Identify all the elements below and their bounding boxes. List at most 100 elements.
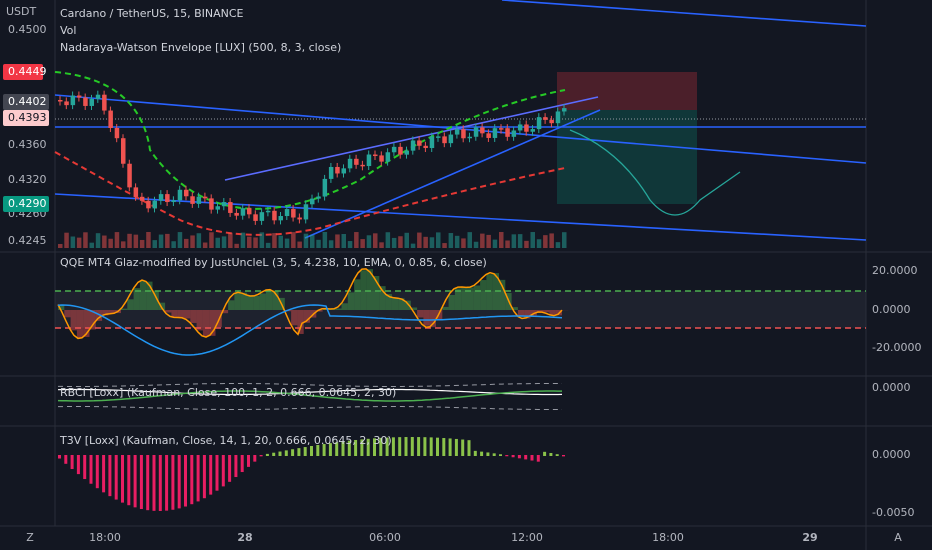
t3v-bar [499, 454, 502, 456]
volume-bar [524, 240, 529, 248]
volume-bar [505, 240, 510, 248]
candle [442, 136, 447, 144]
volume-bar [385, 232, 391, 248]
volume-bar [492, 239, 498, 248]
qqe-bar [209, 310, 216, 336]
t3v-bar [158, 455, 162, 511]
currency: USDT [6, 5, 37, 18]
volume-bar [549, 233, 554, 248]
panel-scale: -20.0000 [872, 341, 921, 354]
qqe-bar [398, 298, 405, 310]
candle [234, 212, 239, 216]
t3v-bar [139, 455, 143, 510]
volume-bar [139, 239, 145, 248]
price-label: 0.4360 [8, 138, 47, 151]
qqe-bar [499, 279, 506, 310]
qqe-bar [473, 285, 481, 310]
qqe-bar [259, 293, 266, 310]
t3v-bar [341, 441, 345, 456]
price-label: 0.4500 [8, 23, 47, 36]
volume-bar [543, 235, 548, 248]
t3v-bar [70, 455, 74, 470]
projection [569, 129, 741, 216]
volume-bar [184, 238, 189, 248]
qqe-bar [410, 307, 418, 310]
t3v-bar [247, 455, 250, 467]
time-label: 28 [237, 531, 252, 544]
t3v-bar [316, 444, 320, 456]
qqe-bar [83, 310, 90, 337]
qqe-bar [454, 288, 462, 310]
panel-title: RBCI [Loxx] (Kaufman, Close, 100, 1, 2, … [60, 386, 396, 399]
volume-bar [442, 243, 447, 248]
volume-bar [530, 232, 535, 248]
footer-left[interactable]: Z [26, 531, 34, 544]
trend-lines [54, 0, 867, 241]
candle [139, 196, 145, 201]
volume-bar [196, 233, 202, 248]
t3v-bar [221, 455, 225, 487]
t3v-bar [555, 454, 559, 456]
t3v-bar [373, 438, 376, 456]
footer-right[interactable]: A [894, 531, 902, 544]
volume-bar [284, 238, 290, 248]
volume-bar [278, 235, 283, 248]
t3v-bar [423, 437, 427, 456]
volume-bar [64, 232, 69, 248]
volume-bar [404, 232, 409, 248]
t3v-bar [536, 455, 540, 462]
entry-badge: 0.4393 [8, 111, 47, 124]
volume-bar [158, 234, 164, 248]
candle [517, 124, 523, 131]
qqe-bar [303, 310, 310, 323]
candle [221, 202, 227, 207]
volume-bar [379, 242, 384, 248]
volume-bar [429, 237, 435, 248]
qqe-bar [247, 295, 254, 310]
t3v-bar [524, 455, 528, 460]
candle [247, 208, 252, 215]
target-zone [557, 110, 697, 204]
volume-bar [373, 233, 378, 248]
candle [272, 210, 277, 221]
t3v-bar [436, 437, 439, 456]
qqe-bar [341, 303, 348, 310]
qqe-bar [196, 310, 203, 331]
t3v-bar [272, 452, 276, 456]
t3v-bar [480, 451, 484, 456]
candle [303, 204, 309, 220]
volume-bar [316, 239, 321, 248]
candle [259, 212, 265, 221]
candle [114, 127, 120, 139]
volume-bar [391, 237, 397, 248]
candle [95, 94, 101, 99]
t3v-bar [196, 455, 200, 502]
t3v-bar [511, 455, 515, 458]
qqe-bar [265, 290, 273, 310]
candle [511, 130, 517, 137]
volume-bar [133, 234, 139, 248]
volume-bar [398, 236, 403, 248]
t3v-bar [95, 455, 99, 489]
candle [165, 194, 170, 203]
t3v-bar [473, 450, 477, 456]
candle [347, 158, 353, 169]
t3v-bar [133, 455, 137, 508]
qqe-bar [543, 310, 550, 313]
qqe-bar [373, 276, 380, 310]
qqe-bar [385, 294, 392, 310]
qqe-bar [108, 310, 115, 314]
qqe-line [57, 268, 563, 340]
candle [58, 100, 63, 102]
t3v-bar [165, 455, 169, 511]
candle [265, 210, 271, 213]
volume-bar [171, 241, 176, 248]
t3v-bar [322, 444, 326, 456]
volume-bar [360, 239, 365, 248]
candle [278, 216, 283, 221]
candle [202, 196, 208, 199]
qqe-bar [511, 307, 518, 310]
price-label: 0.4245 [8, 234, 47, 247]
candle [133, 187, 139, 197]
candle [228, 202, 233, 213]
